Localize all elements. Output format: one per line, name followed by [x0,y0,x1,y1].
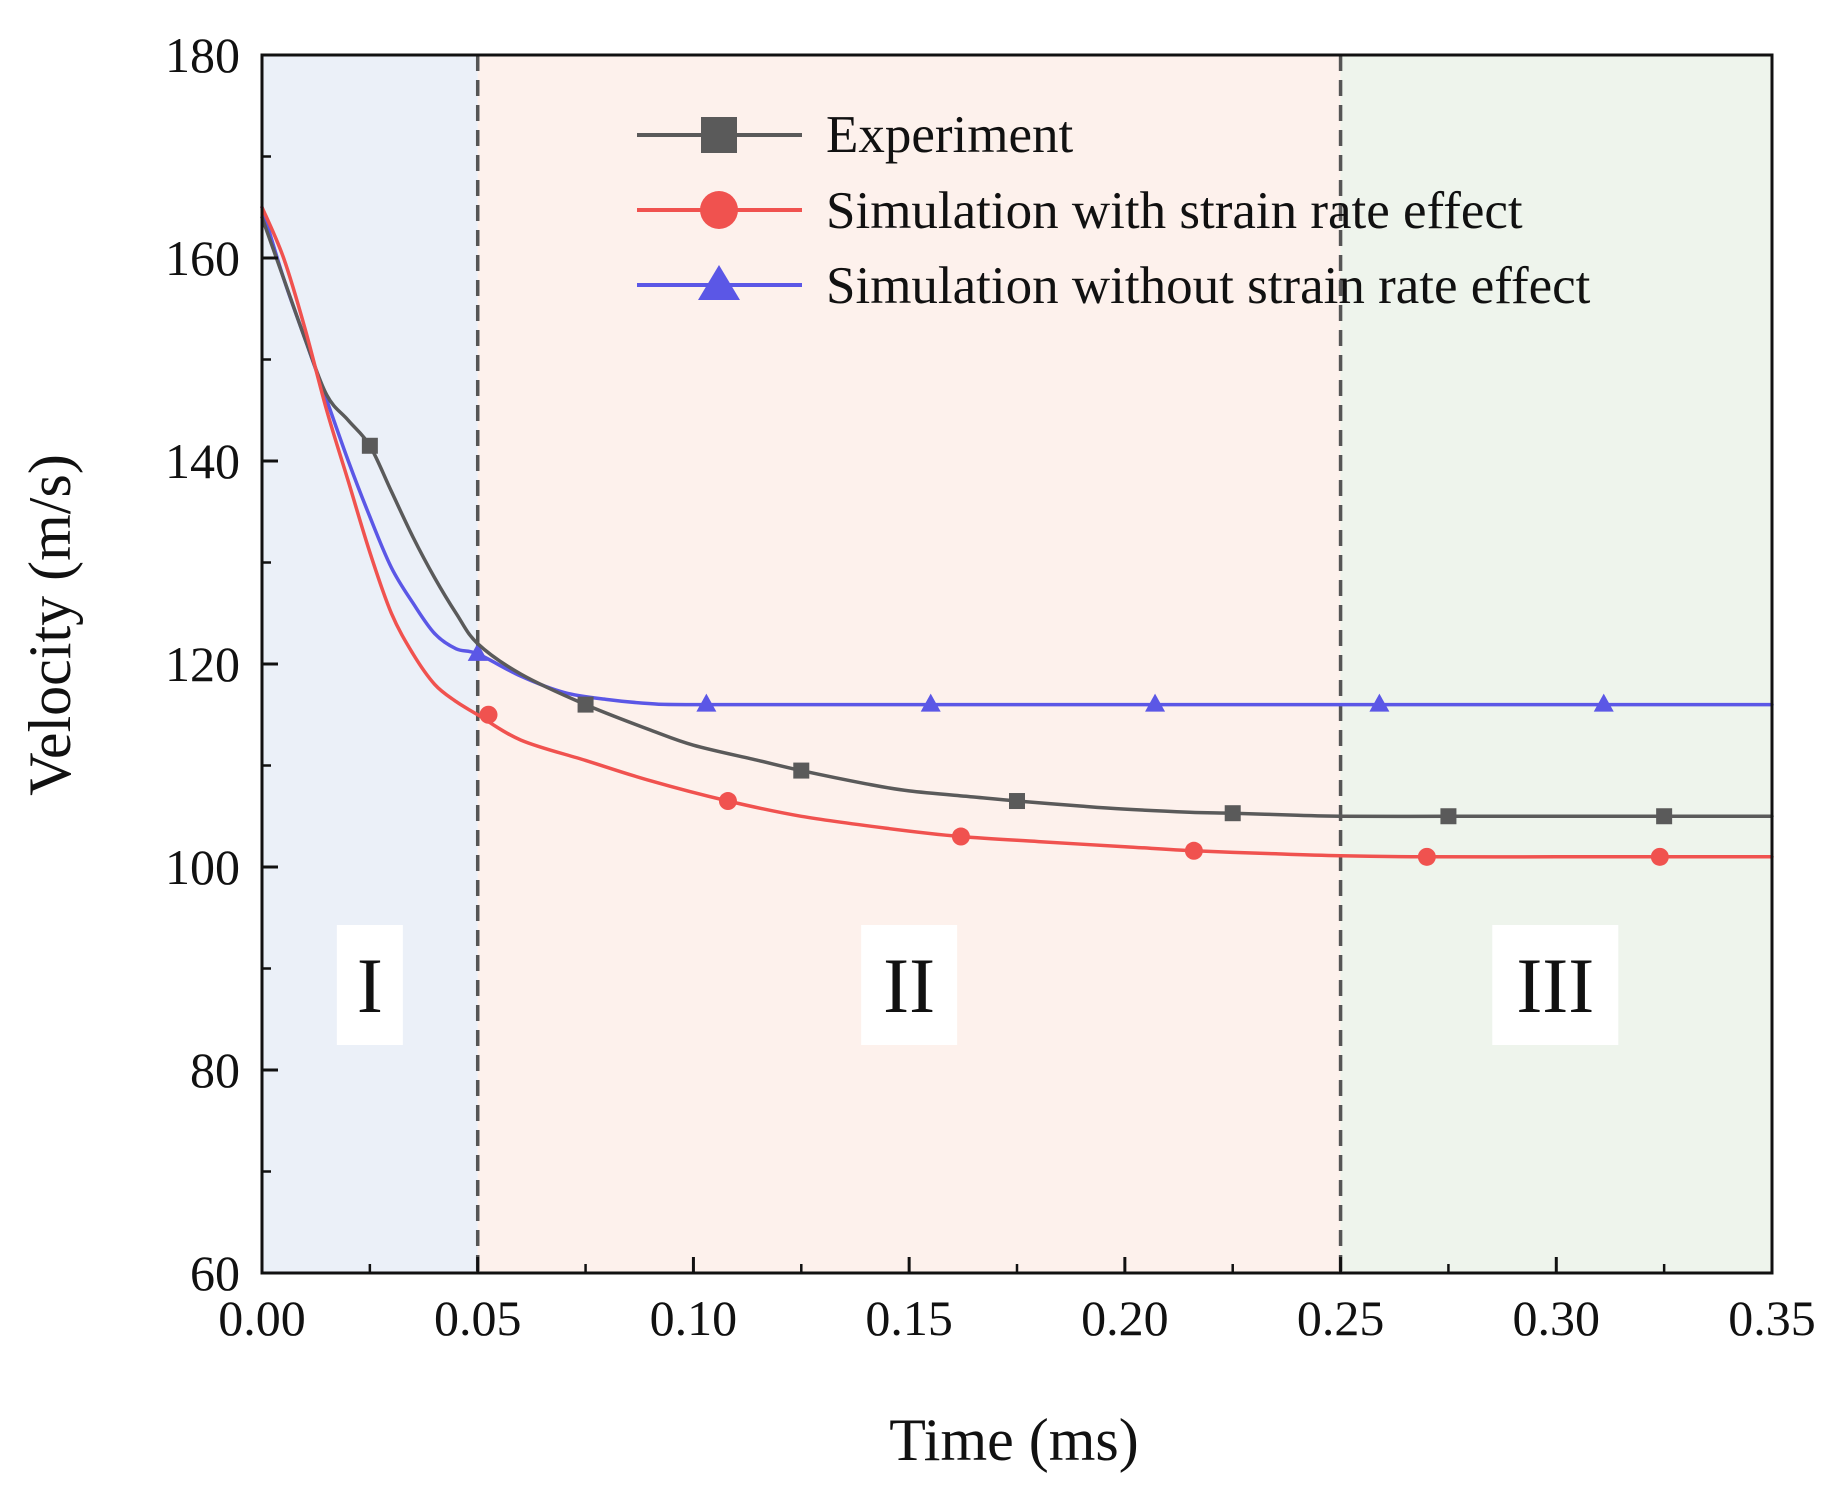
data-point-circle [1184,841,1203,860]
series-line-simulation-with-strain-rate-effect [260,205,1774,859]
data-point-square [1656,808,1673,825]
legend-label-without-strain-rate: Simulation without strain rate effect [826,257,1591,315]
x-tick-label: 0.20 [1081,1290,1169,1346]
y-tick-label: 180 [165,27,240,83]
data-point-square [1224,805,1241,822]
legend-label-with-strain-rate: Simulation with strain rate effect [826,182,1523,240]
legend-entry-experiment: Experiment [637,106,1074,164]
x-tick-label: 0.00 [218,1290,306,1346]
y-axis-title: Velocity (m/s) [17,454,83,796]
data-point-square [577,696,594,713]
series-layer [260,205,1774,866]
x-tick-label: 0.30 [1513,1290,1601,1346]
series-experiment [260,215,1774,825]
series-simulation-with-strain-rate-effect [260,205,1774,866]
data-point-triangle [1369,693,1390,712]
data-point-circle [951,827,970,846]
region-label-3: III [1516,942,1594,1029]
region-label-box [336,925,403,1045]
x-tick-label: 0.15 [865,1290,953,1346]
x-axis-title: Time (ms) [889,1407,1139,1473]
x-tick-label: 0.05 [434,1290,522,1346]
data-point-square [793,762,810,779]
region-boundaries [475,55,1343,1273]
y-tick-label: 60 [190,1245,240,1301]
legend-marker-square [701,117,737,153]
x-tick-label: 0.10 [650,1290,738,1346]
region-label-box [861,925,958,1045]
x-tick-label: 0.35 [1728,1290,1816,1346]
legend-marker-triangle [698,265,740,300]
region-background-2 [477,55,1341,1273]
region-background-1 [262,55,478,1273]
data-point-square [361,437,378,454]
data-point-triangle [1145,693,1166,712]
legend: Experiment Simulation with strain rate e… [637,106,1591,315]
data-point-square [1440,808,1457,825]
data-point-triangle [467,642,488,661]
data-point-circle [1417,847,1436,866]
legend-marker-circle [700,191,738,229]
x-tick-label: 0.25 [1297,1290,1385,1346]
data-point-triangle [920,693,941,712]
region-label-1: I [357,942,383,1029]
data-point-triangle [696,693,717,712]
region-background-3 [1340,55,1772,1273]
data-point-triangle [1593,693,1614,712]
legend-entry-without-strain-rate: Simulation without strain rate effect [637,257,1591,315]
data-point-circle [479,705,498,724]
y-tick-label: 120 [165,636,240,692]
y-tick-label: 80 [190,1042,240,1098]
axis-ticks: 0.00 0.05 0.10 0.15 0.20 0.25 0.30 0.35 60 80 100 1… [165,27,1816,1346]
region-backgrounds [262,55,1772,1273]
legend-label-experiment: Experiment [826,106,1074,164]
y-tick-label: 140 [165,433,240,489]
region-labels: I II III [336,925,1619,1045]
y-tick-label: 160 [165,230,240,286]
data-point-square [1009,793,1025,810]
y-tick-label: 100 [165,839,240,895]
region-label-2: II [883,942,935,1029]
legend-entry-with-strain-rate: Simulation with strain rate effect [637,182,1523,240]
data-point-circle [1650,847,1669,866]
region-label-box [1492,925,1619,1045]
data-point-circle [718,792,737,811]
